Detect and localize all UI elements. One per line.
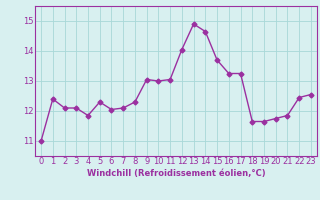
- X-axis label: Windchill (Refroidissement éolien,°C): Windchill (Refroidissement éolien,°C): [87, 169, 265, 178]
